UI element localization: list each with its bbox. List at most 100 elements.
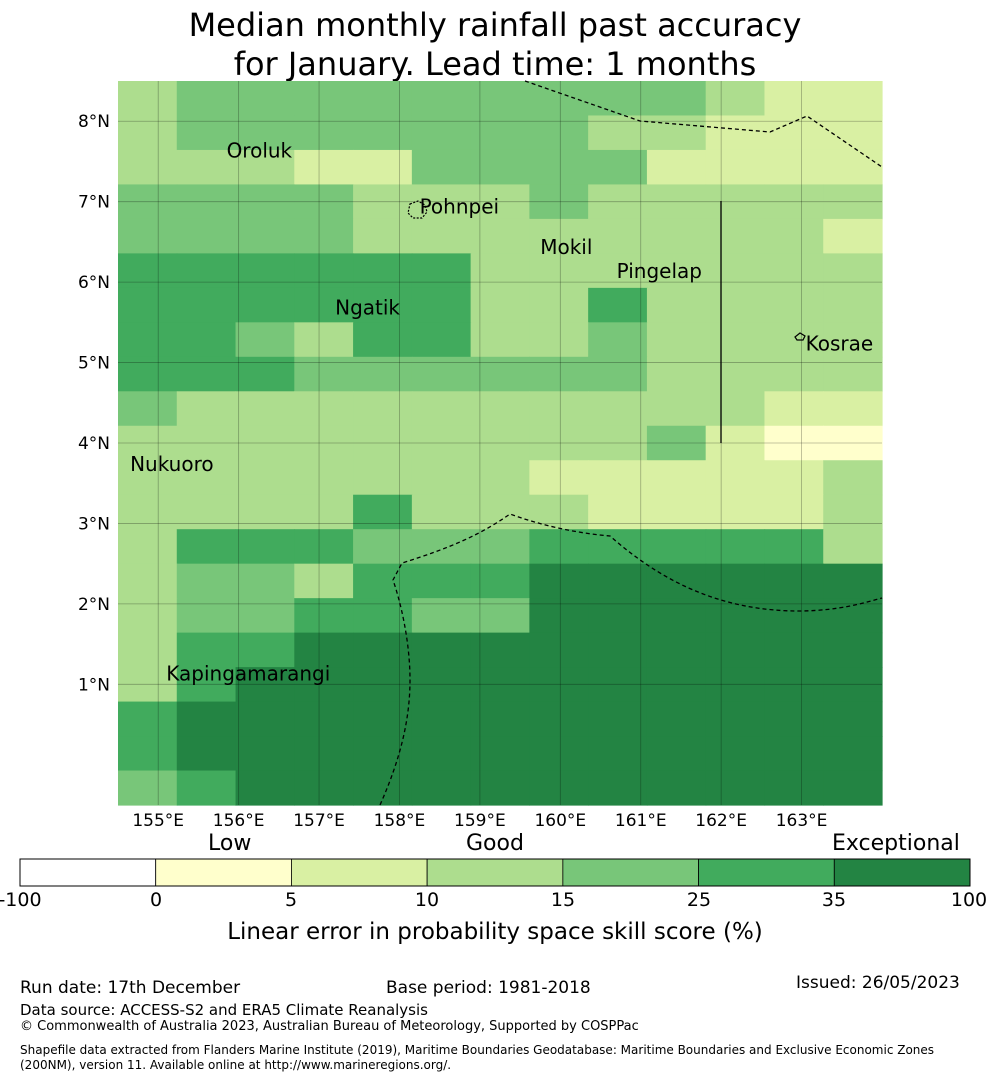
grid-cell [118,115,178,151]
lon-tick-label: 159°E [454,811,506,831]
grid-cell [176,391,237,427]
colorbar-tick: 0 [149,889,163,911]
grid-cell [705,184,766,220]
grid-cell [411,770,472,806]
grid-cell [470,529,530,565]
place-label-oroluk: Oroluk [227,138,293,162]
grid-cell [588,356,648,392]
grid-cell [529,184,589,220]
grid-cell [646,356,707,392]
chart-title-line-1: Median monthly rainfall past accuracy [188,6,802,44]
grid-cell [705,770,766,806]
grid-cell [646,529,707,565]
grid-cell [235,770,295,806]
grid-cell [353,287,413,323]
grid-cell [118,253,178,289]
colorbar-tick: 5 [284,889,298,911]
grid-cell [705,253,766,289]
grid-cell [470,667,530,703]
grid-cell [764,736,824,772]
grid-cell [764,701,824,737]
grid-cell [176,770,237,806]
grid-cell [646,149,707,186]
grid-cell [646,632,707,668]
grid-cell [411,287,472,323]
grid-cell [705,149,766,186]
grid-cell [294,184,354,220]
lon-tick-label: 161°E [615,811,667,831]
grid-cell [588,770,648,806]
grid-cell [294,598,354,634]
grid-cell [588,115,648,151]
place-label-ngatik: Ngatik [335,295,400,319]
grid-cell [411,81,472,117]
grid-cell [764,563,824,599]
grid-cell [529,149,589,186]
grid-cell [118,667,178,703]
lon-tick-label: 163°E [776,811,828,831]
grid-cell [353,736,413,772]
grid-cell [235,701,295,737]
grid-cell [705,667,766,703]
grid-cell [353,494,413,530]
grid-cell [588,701,648,737]
place-label-mokil: Mokil [540,235,592,259]
chart-title-line-2: for January. Lead time: 1 months [233,45,757,83]
data-source: Data source: ACCESS-S2 and ERA5 Climate … [20,1001,428,1019]
grid-cell [529,632,589,668]
grid-cell [235,736,295,772]
grid-cell [411,425,472,461]
grid-cell [470,184,530,220]
grid-cell [176,563,237,599]
grid-cell [176,667,237,703]
grid-cell [294,701,354,737]
grid-cell [823,391,883,427]
grid-cell [529,391,589,427]
lon-tick-label: 157°E [293,811,345,831]
grid-cell [235,598,295,634]
grid-cell [764,598,824,634]
grid-cell [118,287,178,323]
grid-cell [294,149,354,186]
grid-cells [118,81,883,806]
grid-cell [353,460,413,496]
grid-cell [823,563,883,599]
grid-cell [118,218,178,254]
grid-cell [646,701,707,737]
place-label-nukuoro: Nukuoro [130,452,214,476]
lat-tick-label: 7°N [78,193,110,213]
grid-cell [353,391,413,427]
grid-cell [294,81,354,117]
grid-cell [764,81,824,117]
grid-cell [294,425,354,461]
grid-cell [588,667,648,703]
grid-cell [588,149,648,186]
grid-cell [705,115,766,151]
grid-cell [646,253,707,289]
grid-cell [176,322,237,358]
lon-tick-label: 160°E [534,811,586,831]
grid-cell [118,736,178,772]
grid-cell [705,736,766,772]
grid-cell [294,322,354,358]
grid-cell [118,770,178,806]
grid-cell [235,322,295,358]
grid-cell [235,149,295,186]
grid-cell [823,494,883,530]
grid-cell [705,529,766,565]
grid-cell [646,425,707,461]
grid-cell [118,563,178,599]
grid-cell [529,115,589,151]
grid-cell [705,460,766,496]
grid-cell [176,598,237,634]
grid-cell [176,149,237,186]
grid-cell [470,253,530,289]
grid-cell [470,494,530,530]
grid-cell [823,287,883,323]
grid-cell [118,701,178,737]
colorbar-tick: 10 [414,889,440,911]
grid-cell [294,460,354,496]
grid-cell [646,287,707,323]
grid-cell [646,494,707,530]
